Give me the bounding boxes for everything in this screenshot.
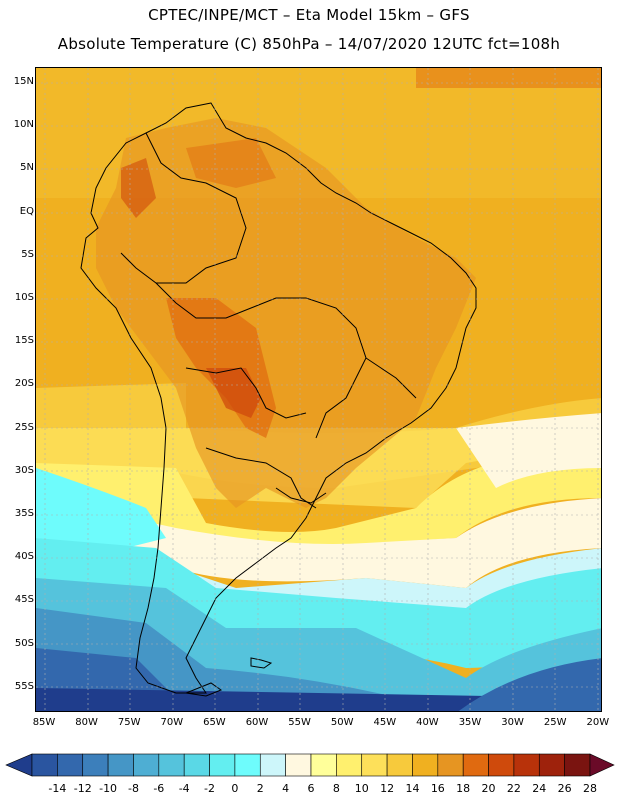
argentina-north-border (205, 447, 317, 509)
colorbar-tick-label: 24 (532, 782, 547, 795)
lat-label: 20S (14, 378, 34, 390)
lat-label: 5N (20, 162, 34, 174)
bolivia-paraguay-borders (185, 367, 307, 419)
lon-label: 65W (203, 717, 226, 728)
coastlines-borders (80, 102, 477, 697)
colorbar-swatch (564, 753, 591, 777)
lon-label: 55W (288, 717, 311, 728)
colorbar-tick-label: -4 (178, 782, 190, 795)
colorbar-tick-label: 20 (481, 782, 496, 795)
darkest-band (36, 688, 601, 711)
lon-label: 40W (416, 717, 439, 728)
colorbar-swatch (57, 753, 84, 777)
lat-label: 30S (14, 464, 34, 476)
south-america-coastline (80, 102, 477, 694)
north-borders (120, 132, 247, 284)
continent-warm-area (96, 118, 476, 508)
tierra-del-fuego (184, 682, 223, 697)
colorbar-tick-label: 10 (354, 782, 369, 795)
colorbar-tick-label: 12 (380, 782, 395, 795)
colorbar-min-arrow (5, 753, 33, 777)
lon-label: 70W (160, 717, 184, 728)
colorbar-swatch (183, 753, 210, 777)
lat-label: 55S (14, 680, 34, 692)
colorbar-swatch (488, 753, 515, 777)
colorbar-swatch (462, 753, 489, 777)
falkland-islands (250, 657, 273, 669)
colorbar-swatch (259, 753, 286, 777)
lat-label: 10S (14, 292, 34, 303)
colorbar-tick-label: 18 (456, 782, 471, 795)
lon-label: 80W (75, 717, 98, 728)
colorbar-swatch (133, 753, 160, 777)
uruguay-border (275, 487, 327, 504)
lon-label: 35W (458, 717, 482, 728)
lat-label: 40S (14, 551, 34, 563)
colorbar-tick-label: -8 (127, 782, 139, 795)
colorbar-tick-label: 2 (256, 782, 264, 795)
colorbar-tick-label: 6 (307, 782, 315, 795)
colorbar-swatch (234, 753, 261, 777)
colorbar-swatch (107, 753, 134, 777)
pale-patch (456, 413, 601, 488)
colorbar-tick-label: 4 (282, 782, 290, 795)
lon-label: 20W (586, 717, 610, 728)
lon-label: 75W (117, 717, 141, 728)
colorbar-tick-label: 28 (583, 782, 597, 795)
colorbar-swatch (82, 753, 109, 777)
lon-label: 85W (32, 717, 56, 728)
colorbar-swatch (386, 753, 413, 777)
colorbar-tick-label: -10 (99, 782, 118, 795)
colorbar-swatch (336, 753, 363, 777)
chaco-hot-core (206, 368, 261, 418)
colorbar-swatch (310, 753, 337, 777)
temperature-colorbar (5, 753, 615, 777)
lon-label: 50W (330, 717, 354, 728)
colorbar-tick-label: -12 (73, 782, 92, 795)
colorbar-swatch (538, 753, 565, 777)
brazil-state-borders (365, 357, 417, 399)
light-yellow-band (36, 453, 601, 548)
map-title-line2: Absolute Temperature (C) 850hPa – 14/07/… (57, 35, 561, 53)
lon-label: 25W (543, 717, 567, 728)
lon-label: 45W (373, 717, 397, 728)
colorbar-tick-label: 8 (332, 782, 340, 795)
central-borders (155, 282, 367, 439)
colorbar-swatch (513, 753, 540, 777)
cyan-west (36, 468, 166, 548)
colorbar-tick-label: -6 (153, 782, 165, 795)
lon-label: 30W (501, 717, 524, 728)
lat-label: 50S (14, 637, 34, 649)
lat-label: EQ (19, 205, 34, 217)
temperature-map (35, 67, 602, 712)
colorbar-swatch (412, 753, 439, 777)
lat-label: 15S (14, 335, 34, 347)
colorbar-tick-label: 16 (430, 782, 445, 795)
colorbar-swatch (285, 753, 312, 777)
colorbar-swatch (209, 753, 236, 777)
map-title-line1: CPTEC/INPE/MCT – Eta Model 15km – GFS (148, 6, 470, 24)
colorbar-swatch (361, 753, 388, 777)
colorbar-tick-label: -2 (204, 782, 216, 795)
lon-label: 60W (245, 717, 269, 728)
colorbar-tick-label: 14 (405, 782, 420, 795)
lat-label: 35S (14, 508, 34, 519)
lat-label: 45S (14, 594, 34, 606)
colorbar-tick-label: 0 (231, 782, 239, 795)
se-blue (458, 658, 601, 711)
colorbar-max-arrow (589, 753, 615, 777)
colorbar-tick-label: -14 (48, 782, 67, 795)
colorbar-tick-label: 26 (557, 782, 572, 795)
lat-label: 15N (13, 76, 34, 87)
lat-label: 10N (13, 119, 34, 131)
venezuela-warm-area (186, 138, 276, 188)
colorbar-tick-label: 22 (506, 782, 521, 795)
temperature-field-svg (36, 68, 601, 711)
colorbar-swatch (437, 753, 464, 777)
lat-label: 5S (21, 248, 34, 260)
ne-hot-spot (416, 68, 601, 88)
colorbar-swatch (31, 753, 58, 777)
lat-label: 25S (14, 421, 34, 433)
colorbar-swatch (158, 753, 185, 777)
